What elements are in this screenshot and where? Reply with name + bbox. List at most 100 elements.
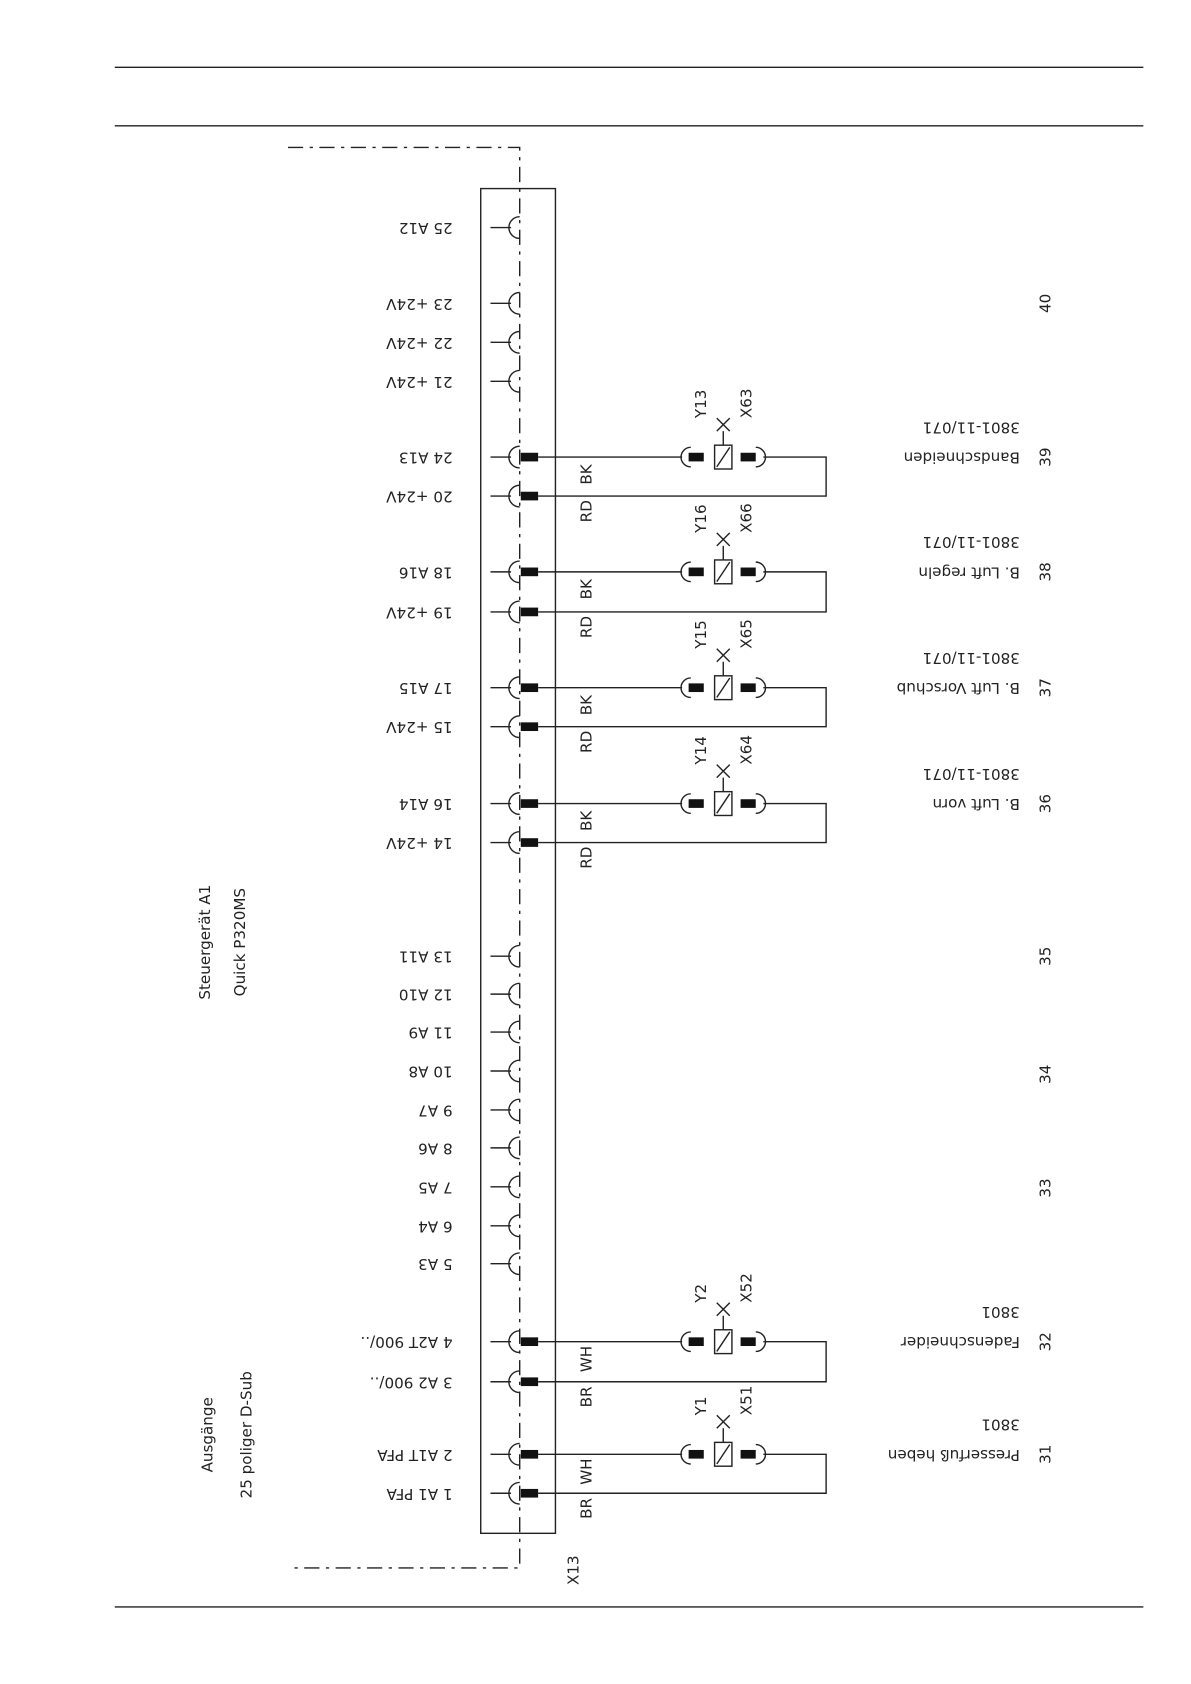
pin-label: 19 +24V <box>386 603 453 621</box>
section-number: 31 <box>1036 1445 1054 1464</box>
pin-label: 15 +24V <box>386 718 453 736</box>
plug-pin <box>688 1337 704 1347</box>
section-number: 38 <box>1036 562 1054 581</box>
pin-contact <box>520 1449 539 1459</box>
pin-symbol <box>490 484 520 508</box>
terminal-block <box>480 187 557 1535</box>
reference: 3801-11/071 <box>923 418 1020 436</box>
wire-color: RD <box>577 616 595 638</box>
plug-name: X51 <box>738 1386 756 1416</box>
wire-color: BK <box>577 810 595 831</box>
pin-label: 3 A2 900/.. <box>370 1373 453 1391</box>
valve-name: Y2 <box>692 1284 710 1304</box>
reference: 3801-11/071 <box>923 765 1020 783</box>
plug-name: X64 <box>738 735 756 765</box>
plug-pin <box>740 1337 756 1347</box>
pin-contact <box>520 1488 539 1498</box>
pin-symbol <box>490 1020 520 1044</box>
plug-pin <box>688 683 704 693</box>
pin-contact <box>520 1337 539 1347</box>
plug <box>680 793 767 815</box>
pin-symbol <box>490 216 520 240</box>
pin-symbol <box>490 560 520 584</box>
pin-symbol <box>490 600 520 624</box>
wire-color: WH <box>577 1346 595 1372</box>
section-number: 36 <box>1036 794 1054 813</box>
pin-symbol <box>490 1136 520 1160</box>
pin-symbol <box>490 982 520 1006</box>
pin-symbol <box>490 1252 520 1276</box>
pin-symbol <box>490 330 520 354</box>
pin-label: 5 A3 <box>418 1255 452 1273</box>
valve-symbol <box>716 532 731 582</box>
connector-name: X13 <box>564 1555 582 1585</box>
pin-symbol <box>490 1330 520 1354</box>
wire <box>538 687 827 728</box>
plug <box>680 561 767 583</box>
valve-symbol <box>716 764 731 814</box>
plug-pin <box>740 567 756 577</box>
pin-symbol <box>490 1059 520 1083</box>
wire <box>538 802 827 844</box>
pin-symbol <box>490 1214 520 1238</box>
reference: 3801 <box>981 1303 1020 1321</box>
pin-contact <box>520 683 539 693</box>
pin-contact <box>520 567 539 577</box>
plug-pin <box>740 799 756 808</box>
wire <box>538 571 827 613</box>
wire-color: RD <box>577 500 595 522</box>
pin-contact <box>520 491 539 501</box>
pin-contact <box>520 607 539 617</box>
function-name: Fadenschneider <box>900 1333 1020 1351</box>
reference: 3801-11/071 <box>923 649 1020 667</box>
pin-symbol <box>490 831 520 855</box>
pin-contact <box>520 1377 539 1387</box>
plug-pin <box>740 683 756 693</box>
plug-pin <box>688 567 704 577</box>
pin-symbol <box>490 715 520 739</box>
wire-color: BK <box>577 694 595 715</box>
valve-name: Y13 <box>692 390 710 420</box>
pin-label: 11 A9 <box>409 1024 453 1042</box>
plug-pin <box>740 1449 756 1459</box>
pin-symbol <box>490 1175 520 1199</box>
wire-color: BK <box>577 463 595 484</box>
function-name: B. Luft Vorschub <box>897 679 1020 697</box>
section-number: 34 <box>1036 1065 1054 1084</box>
valve-symbol <box>716 417 731 468</box>
pin-label: 22 +24V <box>386 334 453 352</box>
pin-label: 6 A4 <box>418 1217 452 1235</box>
wire <box>538 1453 827 1494</box>
function-name: B. Luft regeln <box>918 563 1020 581</box>
section-number: 33 <box>1036 1178 1054 1197</box>
plug <box>680 1331 767 1353</box>
pin-label: 4 A2T 900/.. <box>360 1333 452 1351</box>
pin-contact <box>520 838 539 847</box>
valve-name: Y15 <box>692 620 710 650</box>
valve-symbol <box>716 1302 731 1352</box>
section-number: 39 <box>1036 447 1054 466</box>
wire-color: BK <box>577 578 595 599</box>
pin-label: 2 A1T PFA <box>377 1446 453 1464</box>
pin-label: 13 A11 <box>399 948 453 966</box>
pin-label: 14 +24V <box>386 834 453 852</box>
plug-pin <box>688 1449 704 1459</box>
plug-pin <box>688 452 704 462</box>
connector-title: Ausgänge <box>198 1397 216 1472</box>
reference: 3801 <box>981 1415 1020 1433</box>
wire-color: RD <box>577 731 595 753</box>
wire-color: RD <box>577 847 595 869</box>
pin-label: 1 A1 PFA <box>386 1485 453 1503</box>
pin-symbol <box>490 792 520 816</box>
function-name: Bandschneiden <box>904 449 1020 467</box>
pin-label: 25 A12 <box>399 219 453 237</box>
connector-subtitle: 25 poliger D-Sub <box>237 1371 255 1498</box>
wire-color: BR <box>577 1386 595 1407</box>
valve-symbol <box>716 648 731 698</box>
controller-model: Quick P320MS <box>231 888 249 996</box>
pin-contact <box>520 722 539 732</box>
section-number: 32 <box>1036 1332 1054 1351</box>
pin-label: 20 +24V <box>386 488 453 506</box>
pin-symbol <box>490 1370 520 1394</box>
